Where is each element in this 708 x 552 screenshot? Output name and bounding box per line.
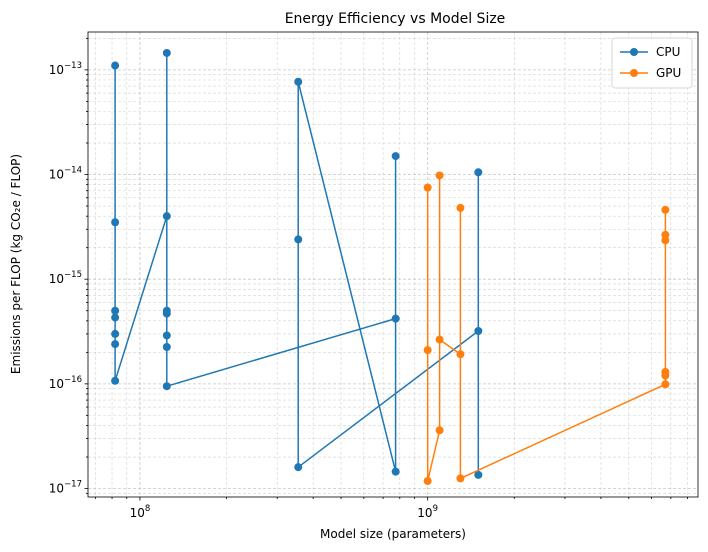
data-point-gpu [435,426,444,435]
data-point-cpu [111,313,120,322]
data-point-gpu [456,350,465,359]
data-point-gpu [435,171,444,180]
data-point-cpu [474,168,483,177]
data-point-gpu [661,380,670,389]
data-point-cpu [391,467,400,476]
data-point-cpu [162,331,171,340]
y-tick-label: 10−17 [49,480,82,496]
legend: CPU GPU [611,37,693,89]
data-point-gpu [456,203,465,212]
y-tick-label: 10−13 [49,61,82,77]
data-point-gpu [435,335,444,344]
legend-marker-cpu [630,48,638,56]
data-point-cpu [162,309,171,318]
data-point-cpu [474,470,483,479]
data-point-cpu [391,314,400,323]
x-axis-label: Model size (parameters) [320,527,466,541]
chart-title: Energy Efficiency vs Model Size [285,11,506,27]
data-point-gpu [661,371,670,380]
legend-label-cpu: CPU [656,45,680,59]
y-tick-label: 10−14 [49,166,82,182]
x-tick-label: 109 [417,504,438,520]
data-point-cpu [162,382,171,391]
y-axis-label: Emissions per FLOP (kg CO₂e / FLOP) [9,154,23,374]
data-point-cpu [111,340,120,349]
data-point-cpu [294,77,303,86]
y-tick-label: 10−16 [49,375,82,391]
data-point-cpu [111,329,120,338]
y-tick-label: 10−15 [49,270,82,286]
data-point-gpu [661,205,670,214]
data-point-cpu [474,326,483,335]
data-point-cpu [294,235,303,244]
data-point-gpu [423,346,432,355]
data-point-cpu [294,463,303,472]
data-point-gpu [661,236,670,245]
data-point-gpu [456,474,465,483]
plot-frame [87,31,699,498]
data-point-gpu [423,477,432,486]
data-point-cpu [111,306,120,315]
legend-marker-gpu [630,69,638,77]
axes: 108 109 10−17 10−16 10−15 10−14 10−13 [49,37,688,520]
data-point-cpu [162,343,171,352]
data-point-cpu [162,48,171,57]
data-point-cpu [111,376,120,385]
data-point-gpu [423,183,432,192]
data-point-cpu [391,152,400,161]
x-tick-label: 108 [130,504,151,520]
plot-series [111,48,670,486]
legend-label-gpu: GPU [656,66,681,80]
data-point-cpu [111,61,120,70]
data-point-cpu [111,218,120,227]
data-point-cpu [162,212,171,221]
